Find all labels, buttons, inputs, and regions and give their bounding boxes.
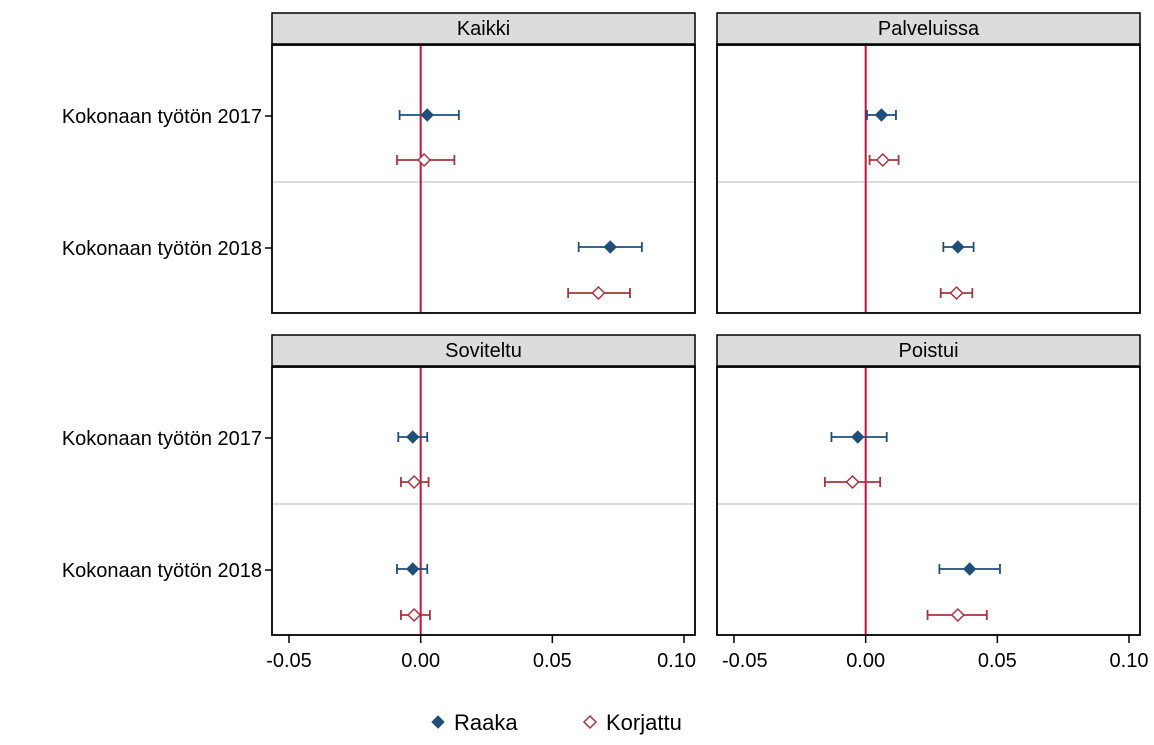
panel-frame-palveluissa [716,44,1141,314]
marker-raaka-kokonaan-tyoton-2018-soviteltu [406,562,420,576]
marker-raaka-kokonaan-tyoton-2018-poistui [962,562,977,576]
marker-korjattu-kokonaan-tyoton-2017-palveluissa [875,152,890,168]
y-label-kokonaan-tyoton-2017-kaikki: Kokonaan työtön 2017 [62,106,262,128]
panel-header-soviteltu [271,334,696,367]
marker-korjattu-kokonaan-tyoton-2017-kaikki [417,152,432,168]
y-label-kokonaan-tyoton-2017-soviteltu: Kokonaan työtön 2017 [62,428,262,450]
marker-korjattu-kokonaan-tyoton-2018-kaikki [591,285,606,301]
panel-frame-kaikki [271,44,696,314]
x-label-0-00-poistui: 0.00 [846,650,885,672]
panel-title-soviteltu: Soviteltu [445,340,522,362]
marker-raaka-kokonaan-tyoton-2017-palveluissa [874,108,889,122]
marker-raaka-kokonaan-tyoton-2017-kaikki [420,108,434,122]
x-label-0-00-soviteltu: 0.00 [401,650,440,672]
marker-raaka-kokonaan-tyoton-2018-kaikki [603,240,617,254]
marker-korjattu-kokonaan-tyoton-2017-soviteltu [407,474,422,490]
legend-label-korjattu: Korjattu [606,710,682,735]
panel-title-poistui: Poistui [898,340,958,362]
panel-title-kaikki: Kaikki [457,18,510,40]
x-label-0-05-poistui: -0.05 [722,650,768,672]
panel-frame-poistui [716,366,1141,636]
y-label-kokonaan-tyoton-2018-soviteltu: Kokonaan työtön 2018 [62,560,262,582]
x-label-0-10-poistui: 0.10 [1110,650,1149,672]
marker-raaka-kokonaan-tyoton-2018-palveluissa [951,240,965,254]
marker-korjattu-kokonaan-tyoton-2017-poistui [845,474,860,490]
panel-frame-soviteltu [271,366,696,636]
legend-marker-raaka [431,715,445,729]
legend-marker-korjattu [582,714,598,730]
panel-header-poistui [716,334,1141,367]
marker-korjattu-kokonaan-tyoton-2018-palveluissa [949,285,964,301]
y-label-kokonaan-tyoton-2018-kaikki: Kokonaan työtön 2018 [62,238,262,260]
marker-raaka-kokonaan-tyoton-2017-poistui [851,430,865,444]
x-label-0-10-soviteltu: 0.10 [657,650,696,672]
legend-label-raaka: Raaka [454,710,518,735]
panel-header-kaikki [271,12,696,45]
marker-raaka-kokonaan-tyoton-2017-soviteltu [406,430,420,444]
panel-title-palveluissa: Palveluissa [878,18,980,40]
panel-header-palveluissa [716,12,1141,45]
marker-korjattu-kokonaan-tyoton-2018-poistui [950,607,965,623]
x-label-0-05-soviteltu: 0.05 [533,650,572,672]
x-label-0-05-soviteltu: -0.05 [266,650,312,672]
marker-korjattu-kokonaan-tyoton-2018-soviteltu [407,607,422,623]
x-label-0-05-poistui: 0.05 [978,650,1017,672]
